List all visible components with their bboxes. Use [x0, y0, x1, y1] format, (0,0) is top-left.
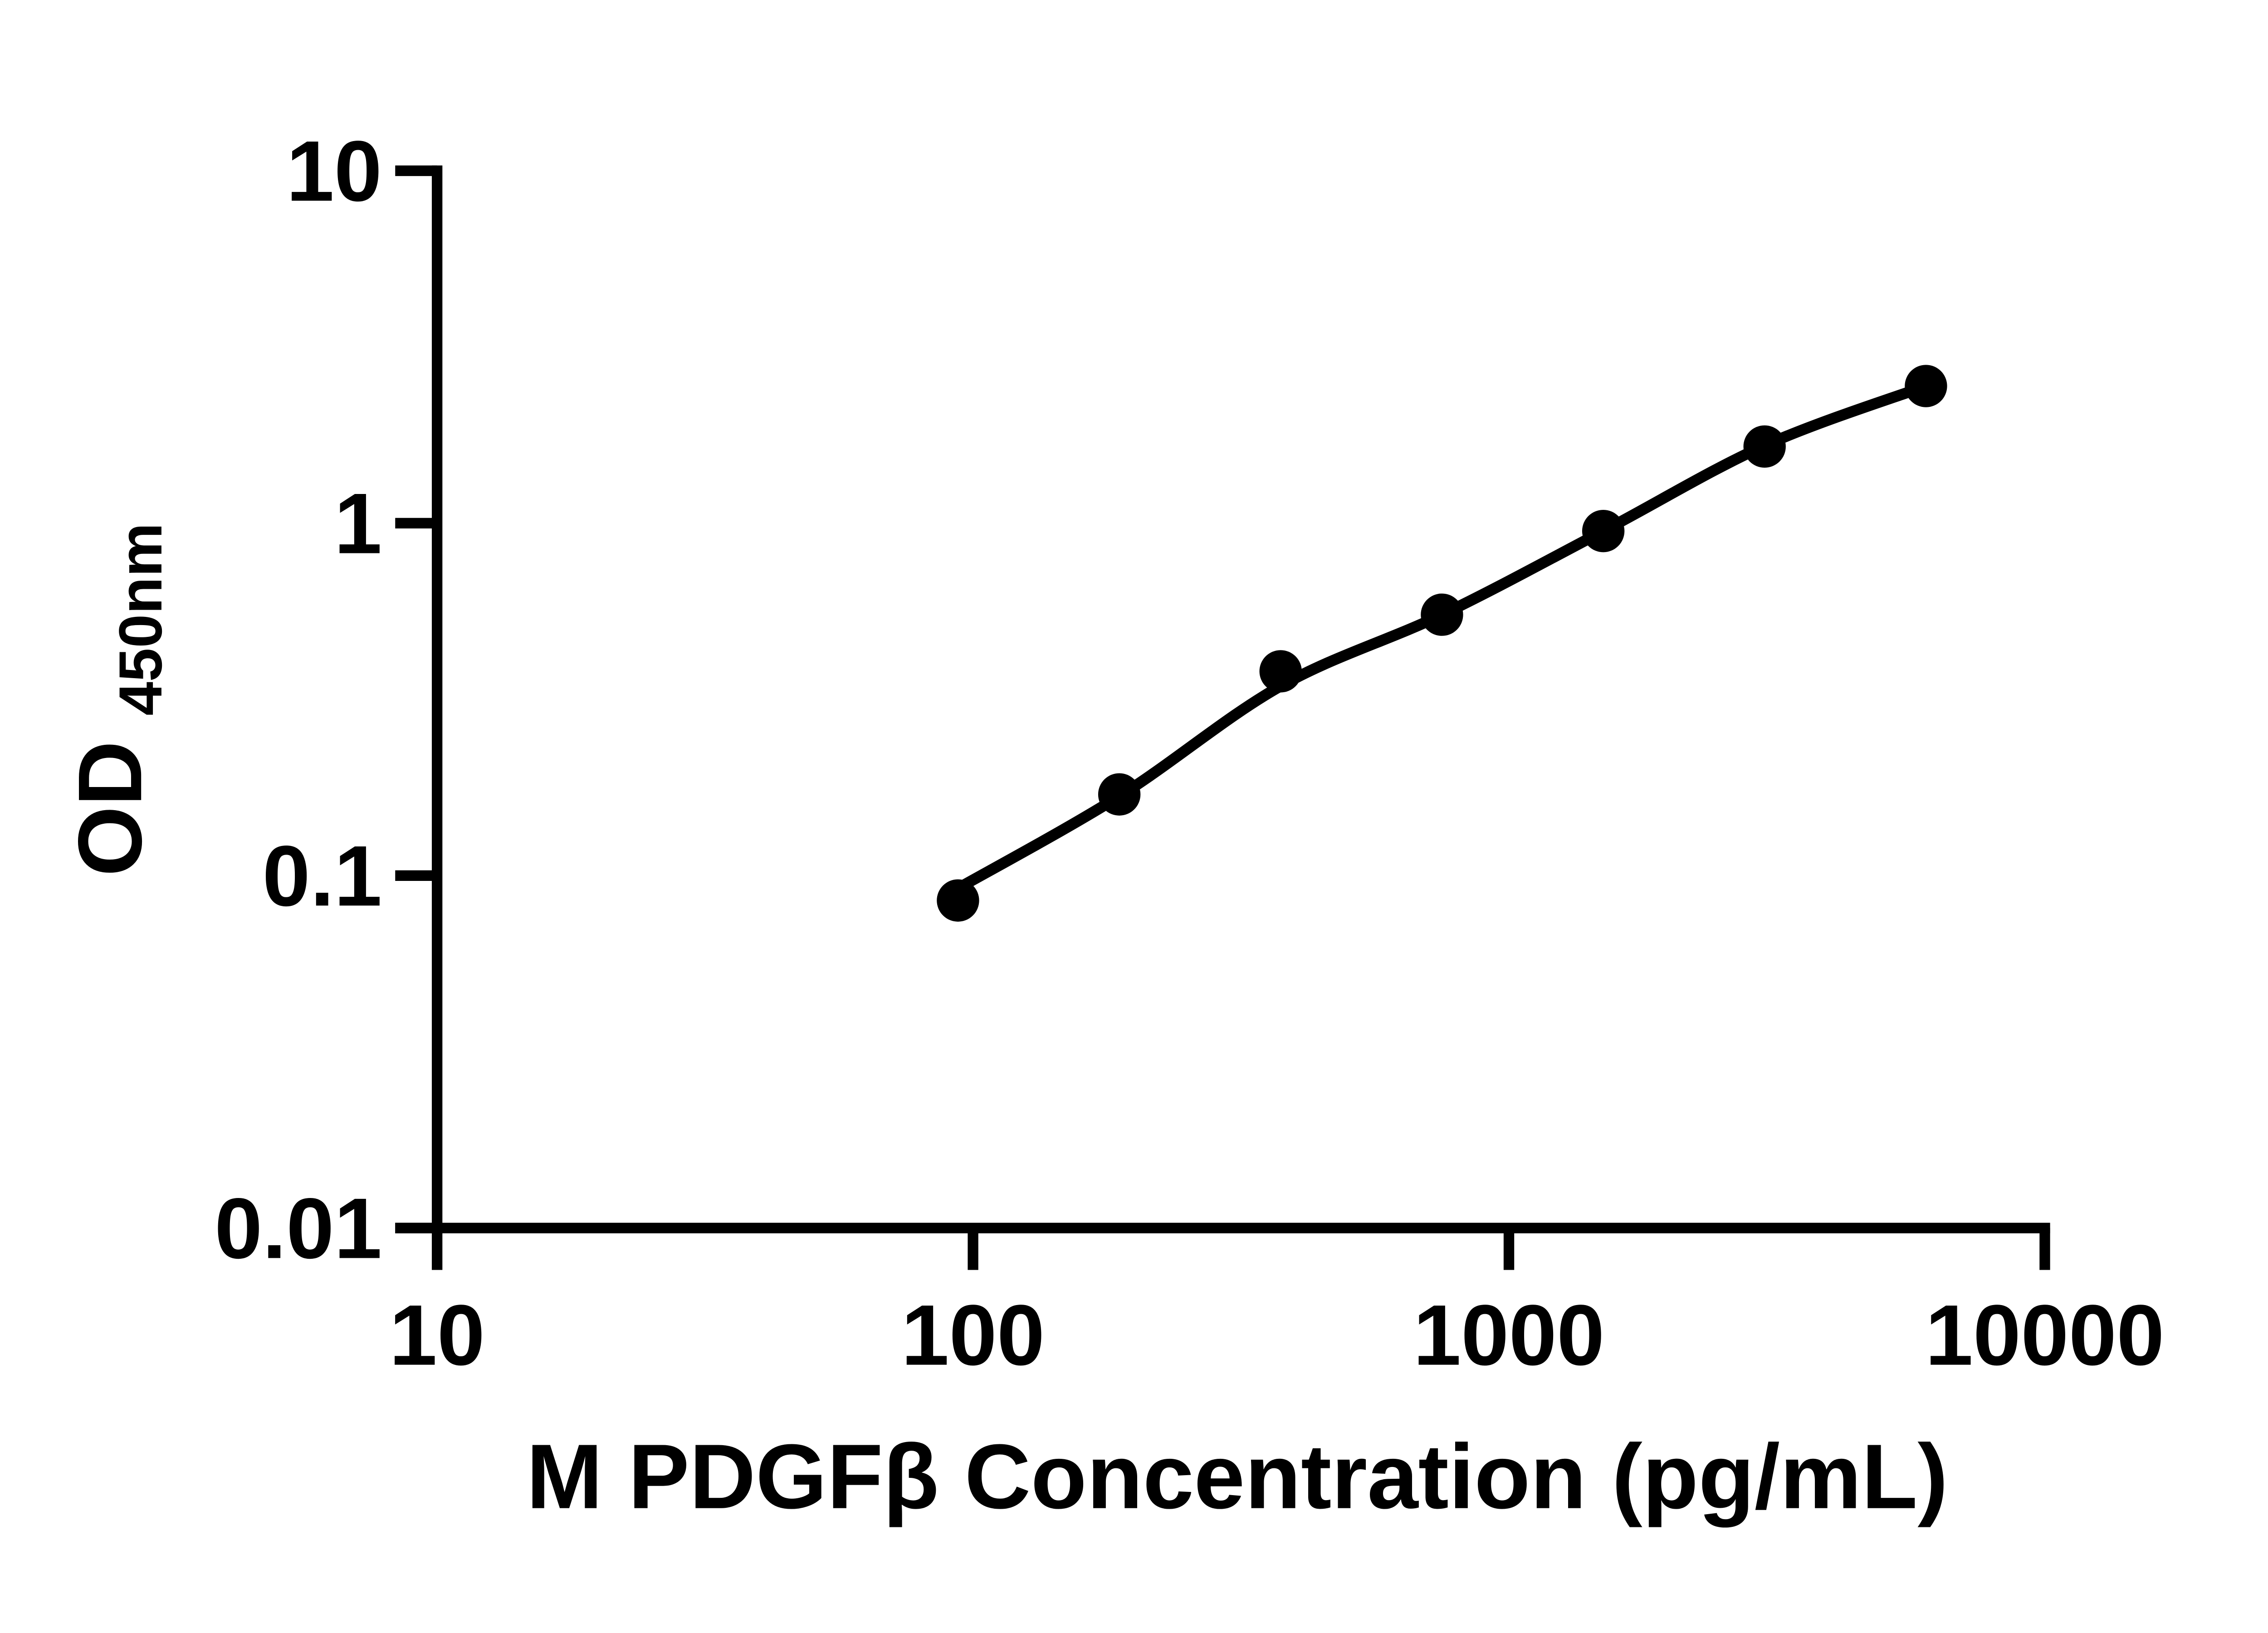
y-tick-label: 10 [286, 123, 382, 220]
x-tick-label: 1000 [1413, 1287, 1605, 1384]
data-point-marker [1259, 650, 1302, 693]
y-tick-label: 1 [334, 475, 382, 572]
y-axis-title: OD 450nm [60, 523, 175, 877]
x-axis-title: M PDGFβ Concentration (pg/mL) [526, 1425, 1948, 1528]
data-point-marker [1582, 509, 1625, 552]
y-tick-label: 0.01 [215, 1180, 382, 1276]
y-axis: 10 1 0.1 0.01 [215, 123, 443, 1276]
data-point-marker [1905, 365, 1947, 407]
x-tick-label: 10000 [1925, 1287, 2164, 1384]
plot-area: 10 1 0.1 0.01 10 100 1000 10000 [215, 123, 2165, 1384]
data-point-marker [1421, 593, 1463, 636]
y-axis-title-main: OD [60, 741, 161, 876]
data-point-marker [1743, 425, 1786, 468]
fit-curve-line [952, 380, 1932, 894]
x-axis: 10 100 1000 10000 [389, 1222, 2165, 1384]
data-points-layer [937, 365, 1947, 922]
data-point-marker [937, 879, 979, 922]
x-tick-label: 100 [901, 1287, 1045, 1384]
data-point-marker [1098, 773, 1141, 816]
y-axis-title-subscript: 450nm [107, 523, 175, 716]
x-tick-label: 10 [389, 1287, 485, 1384]
y-tick-label: 0.1 [262, 828, 382, 924]
